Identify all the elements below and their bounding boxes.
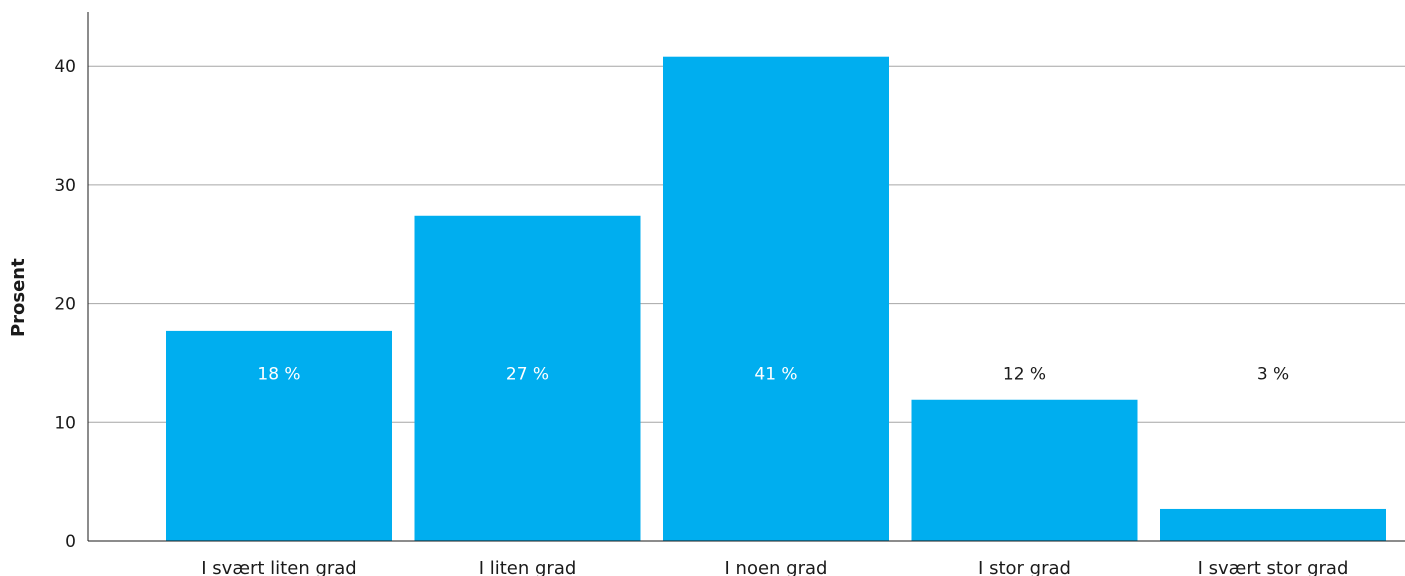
x-category-label: I stor grad: [978, 558, 1071, 576]
bar: [911, 399, 1138, 541]
data-label: 12 %: [1003, 365, 1046, 385]
bars: [166, 56, 1386, 541]
data-labels: 18 % 27 % 41 % 12 % 3 %: [257, 365, 1289, 385]
x-category-label: I svært liten grad: [201, 558, 356, 576]
y-tick-labels: 0 10 20 30 40: [54, 57, 76, 552]
y-tick-label: 0: [65, 532, 76, 552]
y-tick-label: 10: [54, 413, 76, 433]
x-category-label: I svært stor grad: [1198, 558, 1349, 576]
y-tick-label: 40: [54, 57, 76, 77]
axes: [87, 12, 1405, 542]
y-tick-label: 20: [54, 295, 76, 315]
bar: [1160, 508, 1386, 541]
data-label: 18 %: [257, 365, 300, 385]
y-tick-label: 30: [54, 176, 76, 196]
data-label: 27 %: [506, 365, 549, 385]
data-label: 3 %: [1257, 365, 1289, 385]
bar: [166, 330, 392, 541]
bar: [414, 215, 641, 541]
x-category-label: I noen grad: [725, 558, 828, 576]
x-category-label: I liten grad: [479, 558, 577, 576]
x-category-labels: I svært liten grad I liten grad I noen gra…: [201, 558, 1348, 576]
data-label: 41 %: [754, 365, 797, 385]
y-axis-title: Prosent: [8, 258, 29, 337]
bar: [663, 56, 889, 541]
